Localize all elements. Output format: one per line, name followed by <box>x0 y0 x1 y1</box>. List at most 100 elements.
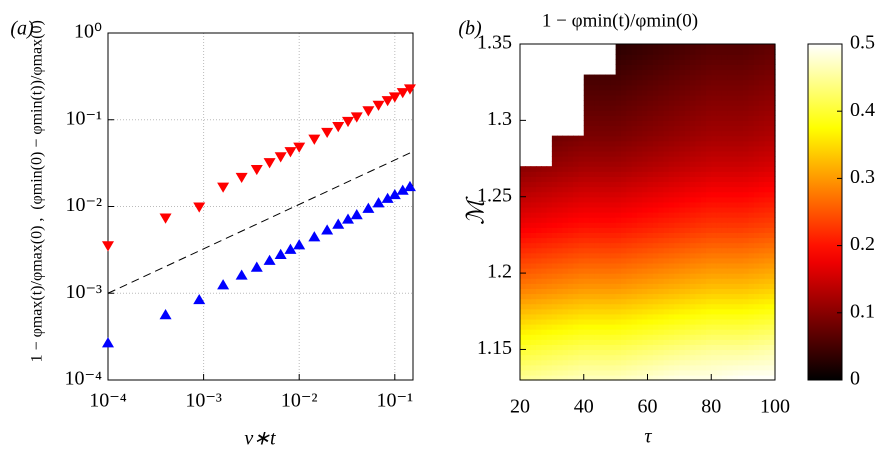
heat-cell <box>631 293 638 300</box>
heat-cell <box>700 374 707 381</box>
heat-cell <box>620 176 627 183</box>
heat-cell <box>589 150 595 157</box>
heat-cell <box>684 364 691 371</box>
heat-cell <box>541 369 548 376</box>
heat-cell <box>642 298 649 305</box>
heat-cell <box>573 257 580 264</box>
heat-cell <box>743 257 750 264</box>
heat-cell <box>769 344 776 351</box>
heat-cell <box>674 201 680 208</box>
heat-cell <box>594 110 601 116</box>
heat-cell <box>610 120 617 127</box>
heat-cell <box>759 54 765 60</box>
heat-cell <box>658 196 665 203</box>
heat-cell <box>631 334 638 340</box>
heat-cell <box>753 191 760 198</box>
heat-cell <box>753 278 760 284</box>
heat-cell <box>732 247 739 254</box>
heat-cell <box>530 344 537 351</box>
heat-cell <box>551 206 558 213</box>
heat-cell <box>700 206 707 213</box>
heat-cell <box>530 293 537 300</box>
heat-cell <box>599 110 606 116</box>
heat-cell <box>759 222 765 228</box>
heat-cell <box>642 242 649 249</box>
heat-cell <box>711 374 718 381</box>
heat-cell <box>721 156 728 162</box>
heat-cell <box>737 262 744 269</box>
heat-cell <box>705 84 712 91</box>
heat-cell <box>599 252 606 259</box>
heat-cell <box>583 303 590 310</box>
heat-cell <box>668 161 675 167</box>
heat-cell <box>652 100 659 106</box>
heat-cell <box>732 324 739 330</box>
heat-cell <box>716 206 723 213</box>
heat-cell <box>626 329 633 335</box>
heat-cell <box>753 308 760 315</box>
heat-cell <box>599 89 606 96</box>
heat-cell <box>578 171 585 177</box>
heat-cell <box>727 69 734 76</box>
heat-cell <box>743 308 750 315</box>
heat-cell <box>636 105 643 111</box>
heat-cell <box>557 369 564 376</box>
heat-cell <box>631 217 638 223</box>
heat-cell <box>589 110 595 116</box>
heat-cell <box>567 135 574 142</box>
heat-cell <box>679 339 686 345</box>
heat-cell <box>721 308 728 315</box>
heat-cell <box>567 217 574 223</box>
heat-cell <box>679 150 686 157</box>
heat-cell <box>727 339 734 345</box>
heat-cell <box>759 283 765 289</box>
heat-cell <box>727 115 734 121</box>
heat-cell <box>753 273 760 279</box>
heat-cell <box>658 156 665 162</box>
heat-cell <box>748 257 755 264</box>
heat-cell <box>567 283 574 289</box>
y-tick-label: 1.2 <box>487 261 512 283</box>
heat-cell <box>535 217 542 223</box>
heat-cell <box>727 303 734 310</box>
heat-cell <box>647 105 654 111</box>
heat-cell <box>615 69 622 76</box>
heat-cell <box>530 374 537 381</box>
heat-cell <box>711 201 718 208</box>
heat-cell <box>732 288 739 295</box>
heat-cell <box>525 181 532 188</box>
heat-cell <box>573 324 580 330</box>
heat-cell <box>658 283 665 289</box>
heat-cell <box>589 298 595 305</box>
heat-cell <box>695 364 702 371</box>
heat-cell <box>727 74 734 81</box>
heat-cell <box>610 262 617 269</box>
heat-cell <box>583 176 590 183</box>
heat-cell <box>652 232 659 239</box>
heat-cell <box>594 74 601 81</box>
heat-cell <box>684 222 691 228</box>
heat-cell <box>658 268 665 274</box>
heat-cell <box>658 222 665 228</box>
heat-cell <box>631 313 638 320</box>
heat-cell <box>737 69 744 76</box>
heat-cell <box>594 135 601 142</box>
heat-cell <box>615 247 622 254</box>
heat-cell <box>759 339 765 345</box>
heat-cell <box>583 237 590 244</box>
heat-cell <box>557 339 564 345</box>
heat-cell <box>679 293 686 300</box>
heat-cell <box>620 89 627 96</box>
heat-cell <box>759 130 765 137</box>
heat-cell <box>610 308 617 315</box>
heat-cell <box>658 212 665 218</box>
heat-cell <box>594 115 601 121</box>
heat-cell <box>610 273 617 279</box>
heat-cell <box>610 166 617 172</box>
heat-cell <box>743 181 750 188</box>
heat-cell <box>652 303 659 310</box>
heat-cell <box>567 334 574 340</box>
heat-cell <box>727 54 734 60</box>
heat-cell <box>684 150 691 157</box>
heat-cell <box>578 344 585 351</box>
